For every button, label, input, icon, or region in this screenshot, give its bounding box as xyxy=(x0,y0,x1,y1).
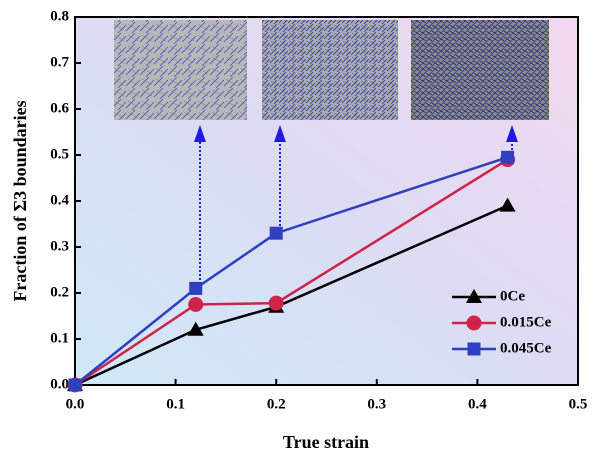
marker xyxy=(268,295,284,311)
arrows xyxy=(199,140,513,288)
micrograph-inset xyxy=(411,20,549,120)
legend-label: 0.045Ce xyxy=(500,340,552,356)
legend-marker xyxy=(467,342,481,356)
marker xyxy=(269,226,283,240)
x-tick-label: 0.5 xyxy=(569,396,588,412)
y-tick-label: 0.1 xyxy=(50,330,69,346)
arrow-heads xyxy=(194,125,518,142)
y-tick-label: 0.2 xyxy=(50,284,69,300)
x-axis-title: True strain xyxy=(283,432,369,452)
y-axis-title: Fraction of Σ3 boundaries xyxy=(10,100,30,301)
x-tick-label: 0.1 xyxy=(166,396,185,412)
series-line xyxy=(74,156,508,386)
legend-marker xyxy=(466,315,482,331)
x-tick-label: 0.0 xyxy=(66,396,85,412)
marker xyxy=(188,297,204,312)
arrow-head xyxy=(274,125,286,142)
marker xyxy=(499,197,516,212)
marker xyxy=(187,321,204,336)
micrograph-inset xyxy=(114,20,247,120)
legend-label: 0Ce xyxy=(500,288,525,304)
y-tick-label: 0.4 xyxy=(50,192,69,208)
y-tick-label: 0.6 xyxy=(50,100,69,116)
marker xyxy=(68,378,82,392)
legend-label: 0.015Ce xyxy=(500,314,552,330)
micrograph-inset xyxy=(262,20,398,120)
y-tick-label: 0.0 xyxy=(50,376,69,392)
y-tick-label: 0.7 xyxy=(50,54,69,70)
x-tick-label: 0.2 xyxy=(267,396,286,412)
x-tick-label: 0.3 xyxy=(367,396,386,412)
marker xyxy=(501,150,515,164)
y-tick-label: 0.3 xyxy=(50,238,69,254)
legend-marker xyxy=(466,289,482,303)
series-line xyxy=(74,158,509,387)
series-line xyxy=(74,204,509,387)
arrow-head xyxy=(194,125,206,142)
arrow-head xyxy=(506,125,518,142)
y-tick-label: 0.8 xyxy=(50,8,69,24)
marker xyxy=(189,281,203,295)
y-tick-label: 0.5 xyxy=(50,146,69,162)
x-tick-label: 0.4 xyxy=(468,396,487,412)
